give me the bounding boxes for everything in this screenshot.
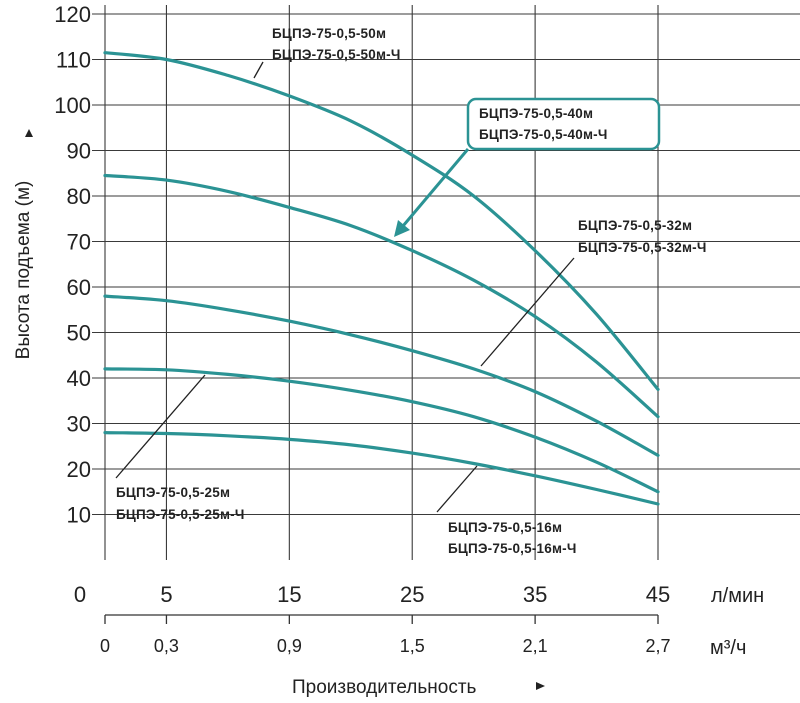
- y-axis-arrow-icon: [25, 129, 33, 137]
- x-axis-arrow-icon: [536, 682, 545, 690]
- series-line-50m: [103, 51, 660, 391]
- x-axis-title: Производительность: [292, 677, 477, 698]
- series-labels: БЦПЭ-75-0,5-50м БЦПЭ-75-0,5-50м-Ч БЦПЭ-7…: [116, 26, 707, 556]
- series-label-40m-line2: БЦПЭ-75-0,5-40м-Ч: [479, 127, 608, 142]
- x-tick-label-lmin: 15: [277, 582, 301, 607]
- y-tick-label: 120: [54, 2, 91, 27]
- leader-line-16m: [436, 465, 478, 513]
- y-axis-title: Высота подъема (м): [13, 181, 34, 360]
- arrowhead-icon: [394, 220, 410, 237]
- series-label-25m-line1: БЦПЭ-75-0,5-25м: [116, 485, 230, 500]
- leader-line-25m: [115, 374, 206, 479]
- x-tick-label-m3h: 2,7: [645, 636, 670, 656]
- x-tick-label-m3h: 0,3: [154, 636, 179, 656]
- y-tick-label: 110: [56, 48, 91, 73]
- label-leaders: [115, 61, 575, 513]
- series-label-16m-line1: БЦПЭ-75-0,5-16м: [448, 520, 562, 535]
- series-label-32m-line1: БЦПЭ-75-0,5-32м: [578, 218, 692, 233]
- x-tick-label-lmin: 35: [523, 582, 547, 607]
- x-tick-label-lmin: 45: [646, 582, 670, 607]
- series-line-32m: [103, 294, 660, 457]
- x-tick-label-lmin: 25: [400, 582, 424, 607]
- series-label-50m-line2: БЦПЭ-75-0,5-50м-Ч: [272, 47, 401, 62]
- y-tick-label: 60: [67, 275, 91, 300]
- y-tick-label: 50: [67, 321, 91, 346]
- series-label-50m: БЦПЭ-75-0,5-50м БЦПЭ-75-0,5-50м-Ч: [272, 26, 401, 62]
- series-line-16m: [103, 431, 660, 506]
- y-tick-label: 70: [67, 230, 91, 255]
- leader-line-50m: [253, 61, 264, 79]
- series-label-40m-box: [466, 97, 661, 151]
- y-tick-label: 10: [67, 503, 91, 528]
- x-unit-lmin: л/мин: [711, 585, 764, 607]
- series-label-32m-line2: БЦПЭ-75-0,5-32м-Ч: [578, 240, 707, 255]
- y-tick-label: 20: [67, 457, 91, 482]
- y-tick-label: 40: [67, 366, 91, 391]
- series-label-40m-line1: БЦПЭ-75-0,5-40м: [479, 106, 593, 121]
- leader-line-32m: [480, 257, 575, 367]
- grid: [92, 5, 800, 616]
- y-tick-label: 100: [54, 93, 91, 118]
- leader-arrow-40m: [401, 148, 470, 227]
- x-unit-m3h: м³/ч: [710, 637, 746, 659]
- y-tick-label: 90: [67, 139, 91, 164]
- series-label-32m: БЦПЭ-75-0,5-32м БЦПЭ-75-0,5-32м-Ч: [578, 218, 707, 255]
- series-label-25m-line2: БЦПЭ-75-0,5-25м-Ч: [116, 507, 245, 522]
- series-line-25m: [103, 367, 660, 494]
- series-line-40m: [103, 173, 660, 419]
- y-tick-label: 30: [67, 412, 91, 437]
- x-tick-label-lmin: 0: [74, 582, 86, 607]
- series-label-16m-line2: БЦПЭ-75-0,5-16м-Ч: [448, 541, 577, 556]
- performance-curves: [103, 51, 660, 506]
- series-label-40m: БЦПЭ-75-0,5-40м БЦПЭ-75-0,5-40м-Ч: [466, 97, 661, 151]
- x-tick-label-m3h: 0: [100, 636, 110, 656]
- x-tick-label-m3h: 1,5: [400, 636, 425, 656]
- x-tick-label-m3h: 2,1: [523, 636, 548, 656]
- x-tick-label-lmin: 5: [160, 582, 172, 607]
- series-label-50m-line1: БЦПЭ-75-0,5-50м: [272, 26, 386, 41]
- series-label-16m: БЦПЭ-75-0,5-16м БЦПЭ-75-0,5-16м-Ч: [448, 520, 577, 556]
- y-tick-label: 80: [67, 184, 91, 209]
- series-label-25m: БЦПЭ-75-0,5-25м БЦПЭ-75-0,5-25м-Ч: [116, 485, 245, 522]
- x-tick-label-m3h: 0,9: [277, 636, 302, 656]
